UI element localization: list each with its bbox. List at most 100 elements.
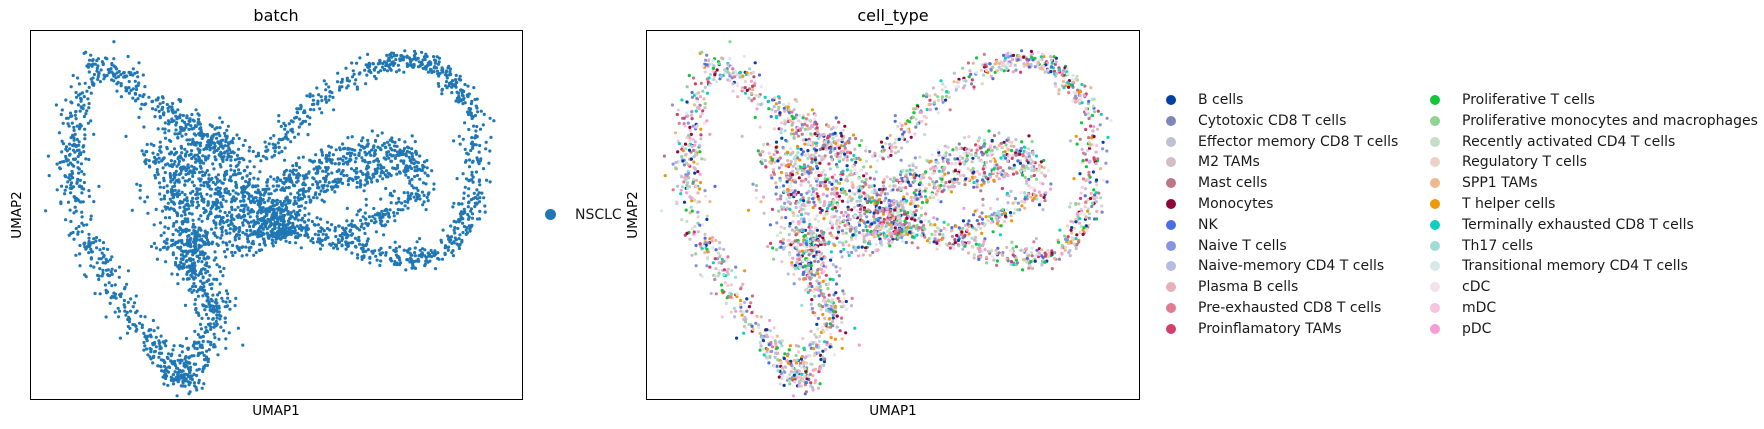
scatter-point	[189, 268, 193, 272]
scatter-point	[345, 86, 349, 90]
scatter-point	[824, 265, 828, 269]
scatter-point	[211, 304, 215, 308]
scatter-point	[189, 236, 193, 241]
scatter-point	[823, 242, 827, 247]
scatter-point	[790, 364, 794, 368]
scatter-point	[420, 251, 424, 255]
scatter-point	[189, 152, 193, 156]
scatter-point	[728, 57, 732, 61]
scatter-point	[258, 196, 262, 200]
scatter-point	[127, 86, 131, 90]
scatter-point	[677, 142, 681, 146]
scatter-point	[195, 153, 200, 157]
scatter-point	[809, 381, 813, 385]
scatter-point	[198, 253, 202, 257]
scatter-point	[743, 91, 748, 95]
scatter-point	[185, 259, 189, 263]
scatter-point	[283, 227, 287, 231]
scatter-point	[263, 191, 267, 195]
scatter-point	[694, 109, 698, 113]
scatter-point	[149, 142, 153, 146]
scatter-point	[306, 235, 310, 239]
scatter-point	[453, 226, 457, 230]
scatter-point	[318, 180, 322, 184]
scatter-point	[87, 157, 91, 162]
scatter-point	[132, 301, 137, 305]
scatter-point	[236, 205, 240, 209]
scatter-point	[272, 153, 276, 157]
scatter-point	[761, 347, 765, 351]
scatter-point	[360, 222, 364, 226]
scatter-point	[159, 150, 163, 154]
scatter-point	[134, 311, 138, 315]
scatter-point	[148, 165, 152, 169]
scatter-point	[184, 125, 188, 129]
scatter-point	[226, 218, 230, 222]
scatter-point	[738, 303, 742, 307]
scatter-point	[307, 170, 311, 174]
scatter-point	[188, 381, 192, 385]
scatter-point	[284, 239, 288, 243]
scatter-point	[814, 253, 819, 257]
scatter-point	[103, 75, 107, 79]
scatter-point	[215, 309, 219, 313]
scatter-point	[420, 168, 424, 173]
scatter-point	[366, 248, 370, 252]
scatter-point	[243, 204, 247, 208]
scatter-point	[771, 335, 775, 339]
scatter-point	[303, 213, 307, 217]
scatter-point	[336, 177, 340, 181]
scatter-point	[315, 165, 319, 169]
scatter-point	[215, 180, 219, 184]
scatter-point	[779, 131, 783, 135]
scatter-point	[175, 272, 180, 277]
scatter-point	[790, 110, 794, 114]
scatter-point	[397, 196, 401, 201]
scatter-point	[263, 200, 267, 205]
scatter-point	[164, 260, 168, 264]
scatter-point	[483, 204, 487, 208]
scatter-points-batch	[44, 40, 496, 398]
scatter-point	[350, 251, 354, 255]
scatter-point	[82, 242, 86, 246]
scatter-point	[713, 257, 717, 261]
scatter-point	[122, 298, 126, 303]
scatter-point	[351, 69, 355, 73]
scatter-point	[783, 129, 787, 133]
scatter-point	[382, 224, 386, 228]
scatter-point	[684, 147, 688, 151]
scatter-point	[424, 52, 428, 56]
scatter-point	[227, 210, 231, 214]
scatter-point	[183, 364, 187, 369]
scatter-point	[204, 355, 209, 359]
scatter-point	[246, 208, 250, 212]
scatter-point	[172, 221, 176, 226]
scatter-point	[375, 170, 379, 174]
scatter-point	[815, 214, 819, 218]
scatter-point	[743, 269, 747, 273]
scatter-point	[248, 224, 252, 229]
scatter-point	[765, 350, 769, 354]
scatter-point	[175, 211, 179, 215]
scatter-point	[194, 246, 198, 250]
scatter-point	[314, 153, 318, 157]
scatter-point	[359, 218, 363, 223]
scatter-point	[98, 267, 102, 271]
scatter-point	[341, 226, 345, 230]
scatter-point	[449, 81, 453, 85]
scatter-point	[218, 282, 222, 286]
scatter-point	[821, 236, 825, 240]
scatter-point	[226, 292, 230, 296]
scatter-point	[311, 237, 315, 241]
scatter-point	[388, 208, 392, 212]
scatter-point	[470, 99, 474, 103]
scatter-point	[144, 150, 148, 154]
scatter-point	[698, 103, 702, 107]
scatter-point	[341, 162, 346, 166]
scatter-point	[472, 143, 476, 147]
scatter-point	[193, 329, 197, 333]
scatter-point	[241, 223, 245, 227]
scatter-point	[473, 201, 477, 205]
scatter-point	[89, 63, 93, 67]
scatter-point	[82, 144, 86, 148]
